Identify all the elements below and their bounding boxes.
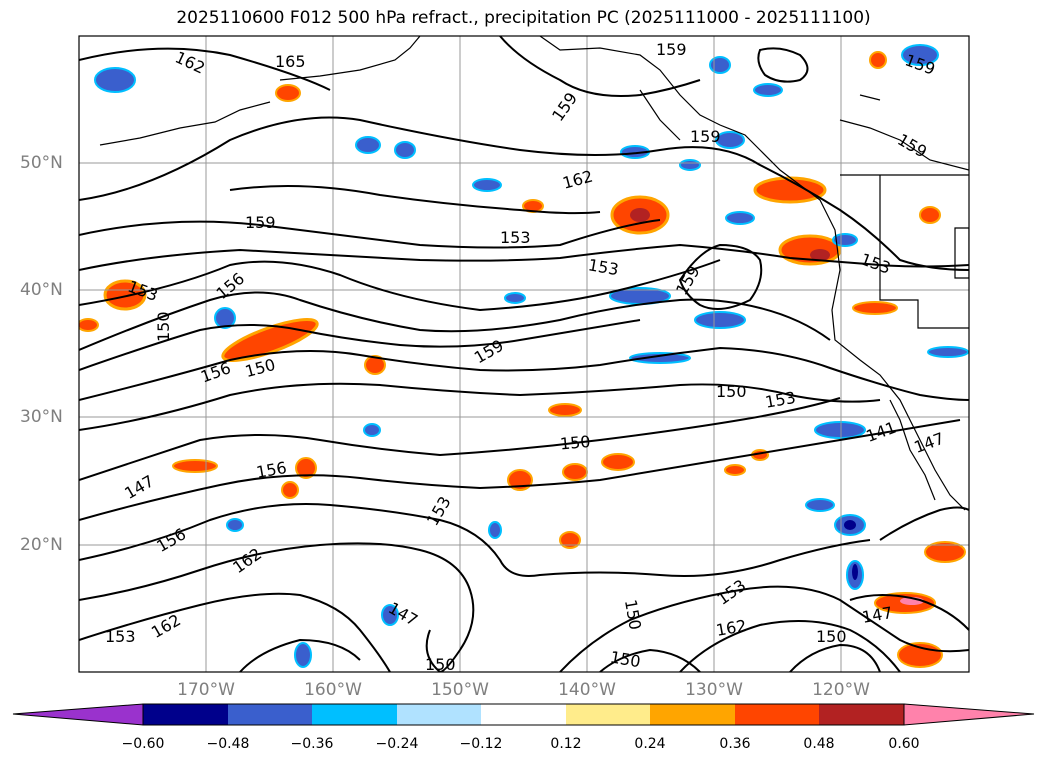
lat-label: 30°N bbox=[20, 407, 63, 427]
colorbar-swatch bbox=[312, 704, 397, 725]
contour-label: 150 bbox=[425, 655, 456, 674]
colorbar-swatch bbox=[904, 704, 1034, 725]
lon-label: 120°W bbox=[812, 680, 870, 700]
lon-label: 170°W bbox=[177, 680, 235, 700]
contour-label: 159 bbox=[690, 127, 721, 146]
contour-label: 159 bbox=[656, 40, 687, 59]
colorbar-tick-label: 0.12 bbox=[550, 736, 581, 752]
colorbar-tick-label: 0.24 bbox=[634, 736, 665, 752]
colorbar-swatch bbox=[143, 704, 228, 725]
colorbar-swatch bbox=[650, 704, 735, 725]
colorbar-swatch bbox=[13, 704, 143, 725]
colorbar-tick-label: 0.48 bbox=[803, 736, 834, 752]
colorbar-tick-label: 0.36 bbox=[719, 736, 750, 752]
colorbar-swatch bbox=[566, 704, 650, 725]
colorbar-tick-label: 0.60 bbox=[888, 736, 919, 752]
colorbar-swatch bbox=[735, 704, 819, 725]
colorbar-tick-label: −0.36 bbox=[291, 736, 334, 752]
colorbar bbox=[13, 704, 1034, 725]
contour-label: 150 bbox=[816, 627, 847, 646]
contour-label: 150 bbox=[716, 382, 747, 401]
lat-label: 40°N bbox=[20, 280, 63, 300]
contour-label: 153 bbox=[105, 627, 136, 646]
contour-label: 150 bbox=[559, 432, 591, 454]
contour-label: 159 bbox=[245, 213, 276, 232]
colorbar-swatch bbox=[397, 704, 481, 725]
contour-label: 153 bbox=[500, 228, 531, 247]
lon-label: 140°W bbox=[558, 680, 616, 700]
lon-label: 130°W bbox=[685, 680, 743, 700]
colorbar-tick-label: −0.24 bbox=[376, 736, 419, 752]
lon-label: 160°W bbox=[304, 680, 362, 700]
colorbar-tick-label: −0.60 bbox=[122, 736, 165, 752]
lon-label: 150°W bbox=[431, 680, 489, 700]
contour-label: 150 bbox=[154, 311, 173, 342]
contour-label: 165 bbox=[275, 52, 306, 71]
colorbar-swatch bbox=[481, 704, 566, 725]
colorbar-tick-label: −0.48 bbox=[207, 736, 250, 752]
lat-label: 20°N bbox=[20, 535, 63, 555]
colorbar-swatch bbox=[228, 704, 312, 725]
colorbar-tick-label: −0.12 bbox=[460, 736, 503, 752]
colorbar-swatch bbox=[819, 704, 904, 725]
lat-label: 50°N bbox=[20, 153, 63, 173]
